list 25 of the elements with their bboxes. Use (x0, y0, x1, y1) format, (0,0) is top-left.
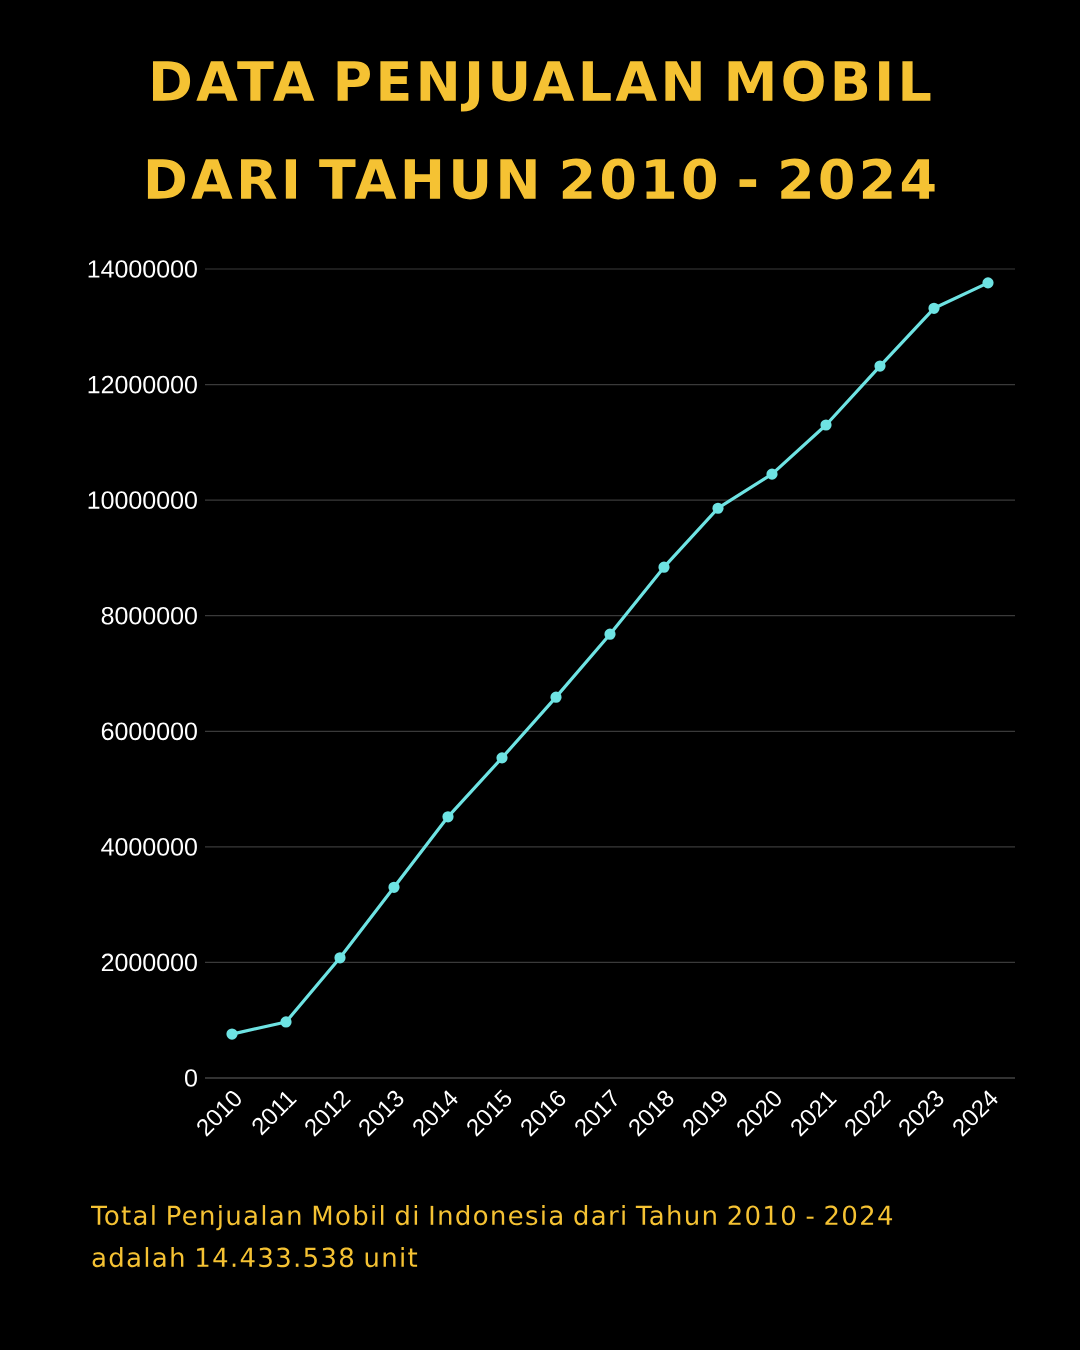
point (334, 952, 346, 964)
y-tick-label: 2000000 (101, 953, 197, 972)
y-tick-label: 6000000 (101, 722, 197, 741)
y-tick-label: 12000000 (88, 375, 197, 394)
text: Total Penjualan Mobil di Indonesia dari Tahun 2010 - 2024 adalah 14.433.538 unit (91, 1205, 893, 1268)
point (496, 752, 508, 764)
point (766, 468, 778, 480)
point (820, 419, 832, 431)
point (226, 1028, 238, 1040)
point (658, 561, 670, 573)
y-tick-label: 10000000 (88, 491, 197, 509)
point (982, 277, 994, 289)
point (388, 881, 400, 893)
point (280, 1016, 292, 1028)
point (604, 628, 616, 640)
y-tick-label: 4000000 (101, 838, 197, 856)
point (712, 502, 724, 514)
chart-title: DATA PENJUALAN MOBIL DARI TAHUN 2010 - 2024 (147, 60, 935, 200)
point (442, 811, 454, 823)
y-tick-label: 8000000 (101, 606, 197, 625)
point (874, 360, 886, 372)
point (928, 302, 940, 314)
y-tick-label: 14000000 (88, 260, 197, 278)
point (550, 691, 562, 703)
y-tick-label: 0 (185, 1069, 197, 1087)
